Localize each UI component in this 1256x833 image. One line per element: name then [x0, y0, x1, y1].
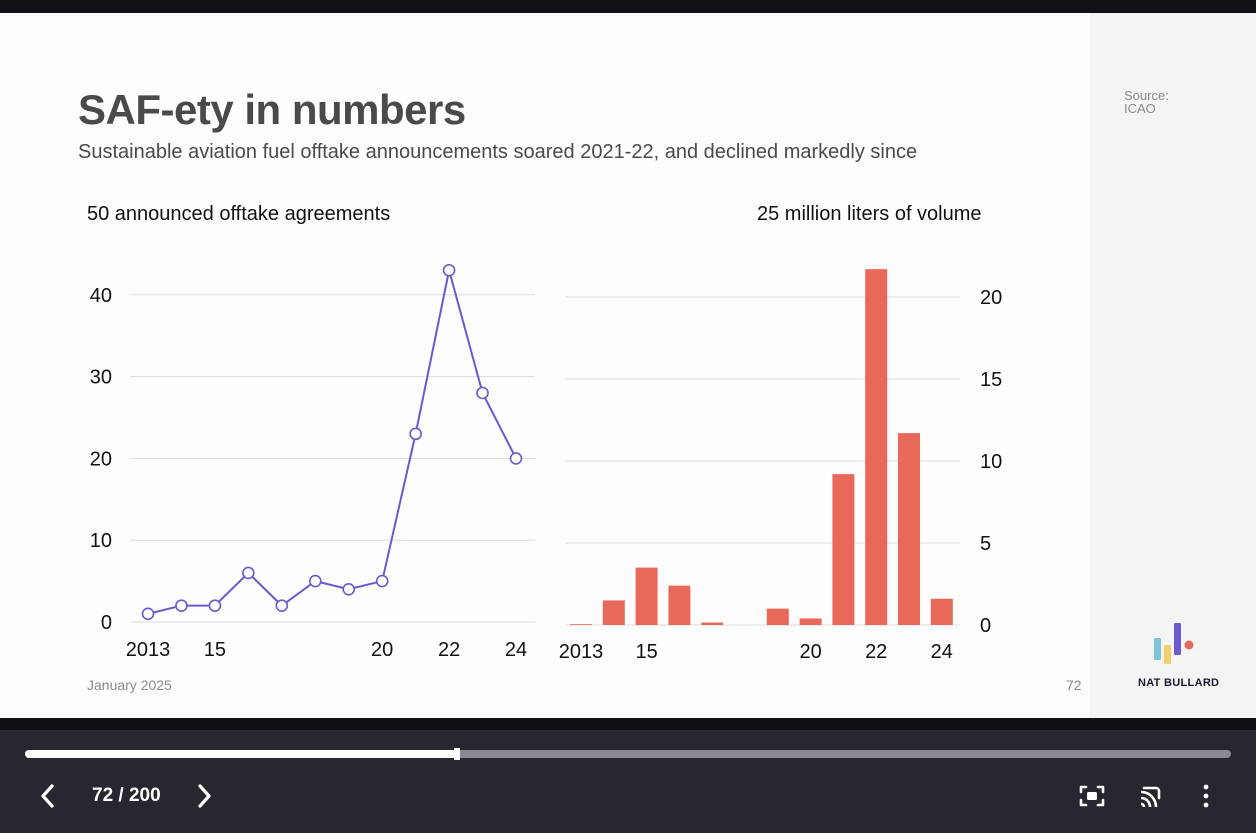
- right-y-tick-label: 0: [980, 615, 991, 637]
- left-y-tick-label: 10: [90, 530, 112, 552]
- presentation-controls: 72 / 200: [0, 730, 1256, 833]
- left-data-point: [342, 582, 356, 596]
- right-bar: [766, 608, 789, 625]
- left-data-point: [141, 607, 155, 621]
- slide: SAF-ety in numbers Sustainable aviation …: [0, 13, 1256, 718]
- right-x-tick-label: 24: [931, 641, 953, 663]
- more-options-button[interactable]: [1194, 782, 1218, 810]
- progress-bar[interactable]: [25, 748, 1231, 760]
- right-x-tick-label: 2013: [559, 641, 604, 663]
- chevron-right-icon: [198, 784, 211, 808]
- right-bar: [832, 474, 855, 625]
- chevron-left-icon: [41, 784, 54, 808]
- right-x-tick-label: 22: [865, 641, 887, 663]
- left-data-point: [175, 599, 188, 612]
- right-x-tick-label: 20: [799, 641, 821, 663]
- previous-slide-button[interactable]: [32, 780, 62, 812]
- right-chart-title: 25 million liters of volume: [757, 203, 982, 225]
- charts-canvas: 0 10 20 30 40 2013 15 20 22 24 0 5 10 15 20 2013 15 20 22 2…: [90, 263, 1002, 663]
- left-y-tick-label: 40: [90, 285, 112, 307]
- page-counter: 72 / 200: [92, 785, 161, 806]
- right-bar: [602, 600, 625, 625]
- source-note: Source: ICAO: [1124, 88, 1169, 116]
- cast-button[interactable]: [1134, 782, 1166, 810]
- right-bar: [701, 622, 724, 625]
- progress-fill: [25, 750, 457, 758]
- left-data-point: [509, 452, 523, 465]
- left-data-point: [242, 566, 255, 580]
- right-bar: [930, 598, 953, 625]
- left-x-tick-label: 2013: [126, 639, 171, 661]
- left-data-point: [442, 263, 456, 277]
- right-bar: [865, 269, 888, 625]
- right-bar: [570, 624, 592, 625]
- fullscreen-button[interactable]: [1076, 782, 1108, 810]
- left-data-point: [275, 599, 289, 612]
- left-data-point: [409, 427, 422, 441]
- right-y-tick-label: 5: [980, 533, 991, 555]
- left-series-line: [147, 269, 517, 615]
- left-y-tick-label: 20: [90, 448, 112, 470]
- right-bar: [668, 585, 691, 625]
- left-y-tick-label: 30: [90, 367, 112, 389]
- brand-name: NAT BULLARD: [1138, 677, 1220, 689]
- left-y-tick-label: 0: [101, 612, 112, 634]
- slide-page-number: 72: [1066, 677, 1082, 693]
- left-x-tick-label: 20: [371, 639, 393, 661]
- right-x-tick-label: 15: [635, 641, 657, 663]
- left-data-point: [308, 574, 322, 588]
- next-slide-button[interactable]: [190, 780, 220, 812]
- right-y-tick-label: 20: [980, 287, 1002, 309]
- progress-knob[interactable]: [453, 748, 460, 760]
- top-bar: [0, 0, 1256, 13]
- right-y-tick-label: 15: [980, 369, 1002, 391]
- right-bar: [799, 618, 822, 625]
- fullscreen-icon: [1079, 785, 1105, 807]
- left-x-tick-label: 22: [438, 639, 460, 661]
- left-data-point: [375, 574, 389, 588]
- slide-sidebar: [1090, 13, 1256, 718]
- slide-date: January 2025: [87, 677, 172, 693]
- slide-title: SAF-ety in numbers: [78, 86, 466, 133]
- more-vertical-icon: [1203, 784, 1209, 808]
- right-bar: [898, 433, 920, 625]
- right-y-tick-label: 10: [980, 451, 1002, 473]
- slide-subtitle: Sustainable aviation fuel offtake announ…: [78, 141, 918, 163]
- brand-logo-icon: [1154, 623, 1194, 664]
- right-bar: [635, 567, 658, 625]
- cast-icon: [1140, 786, 1161, 808]
- left-x-tick-label: 24: [505, 639, 527, 661]
- left-data-point: [476, 386, 489, 400]
- left-data-point: [208, 599, 222, 612]
- left-x-tick-label: 15: [204, 639, 226, 661]
- left-chart-title: 50 announced offtake agreements: [87, 203, 391, 225]
